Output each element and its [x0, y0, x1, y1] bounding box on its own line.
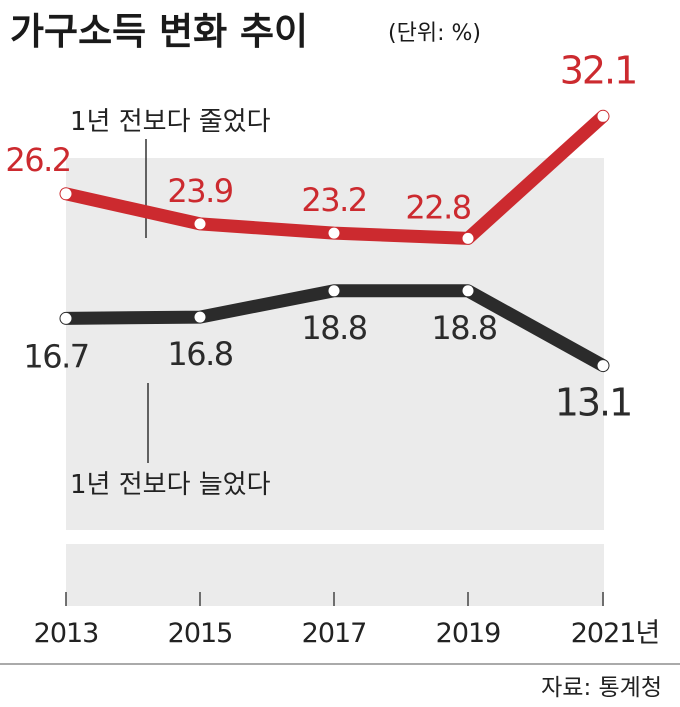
data-point-decreased-2019 [462, 232, 474, 244]
data-label-increased-2015: 16.8 [167, 335, 232, 373]
series-decreased: 26.2 23.9 23.2 22.8 32.1 [5, 48, 638, 245]
data-label-increased-2013: 16.7 [23, 337, 88, 375]
series-layer: 26.2 23.9 23.2 22.8 32.1 16.7 16.8 18.8 18.8 13.1 [5, 48, 638, 425]
data-point-increased-2015 [194, 311, 206, 323]
data-point-decreased-2015 [194, 218, 206, 230]
data-label-increased-2019: 18.8 [431, 309, 496, 347]
data-point-increased-2021 [597, 360, 609, 372]
source-note: 자료: 통계청 [541, 675, 662, 701]
annotation-increased: 1년 전보다 늘었다 [70, 470, 271, 500]
data-label-decreased-2013: 26.2 [5, 141, 70, 179]
data-point-decreased-2021 [597, 110, 609, 122]
data-point-decreased-2013 [60, 188, 72, 200]
chart-title: 가구소득 변화 추이 [10, 10, 308, 53]
unit-label: (단위: %) [388, 21, 481, 46]
data-label-decreased-2021: 32.1 [560, 48, 637, 92]
x-tick-label-2015: 2015 [168, 618, 233, 649]
data-point-decreased-2017 [328, 227, 340, 239]
data-label-increased-2021: 13.1 [555, 381, 632, 425]
data-point-increased-2013 [60, 312, 72, 324]
data-point-increased-2017 [328, 285, 340, 297]
annotation-decreased: 1년 전보다 줄었다 [70, 107, 271, 137]
data-label-decreased-2019: 22.8 [405, 188, 470, 226]
data-point-increased-2019 [462, 285, 474, 297]
data-label-decreased-2017: 23.2 [301, 181, 366, 219]
axis-background-band [66, 544, 604, 606]
x-tick-label-2021: 2021년 [571, 618, 660, 649]
series-increased: 16.7 16.8 18.8 18.8 13.1 [23, 284, 633, 425]
x-tick-label-2017: 2017 [302, 618, 367, 649]
x-axis: 2013 2015 2017 2019 2021년 [34, 592, 660, 649]
data-label-increased-2017: 18.8 [301, 309, 366, 347]
x-tick-label-2019: 2019 [436, 618, 501, 649]
x-tick-label-2013: 2013 [34, 618, 99, 649]
data-label-decreased-2015: 23.9 [167, 172, 232, 210]
